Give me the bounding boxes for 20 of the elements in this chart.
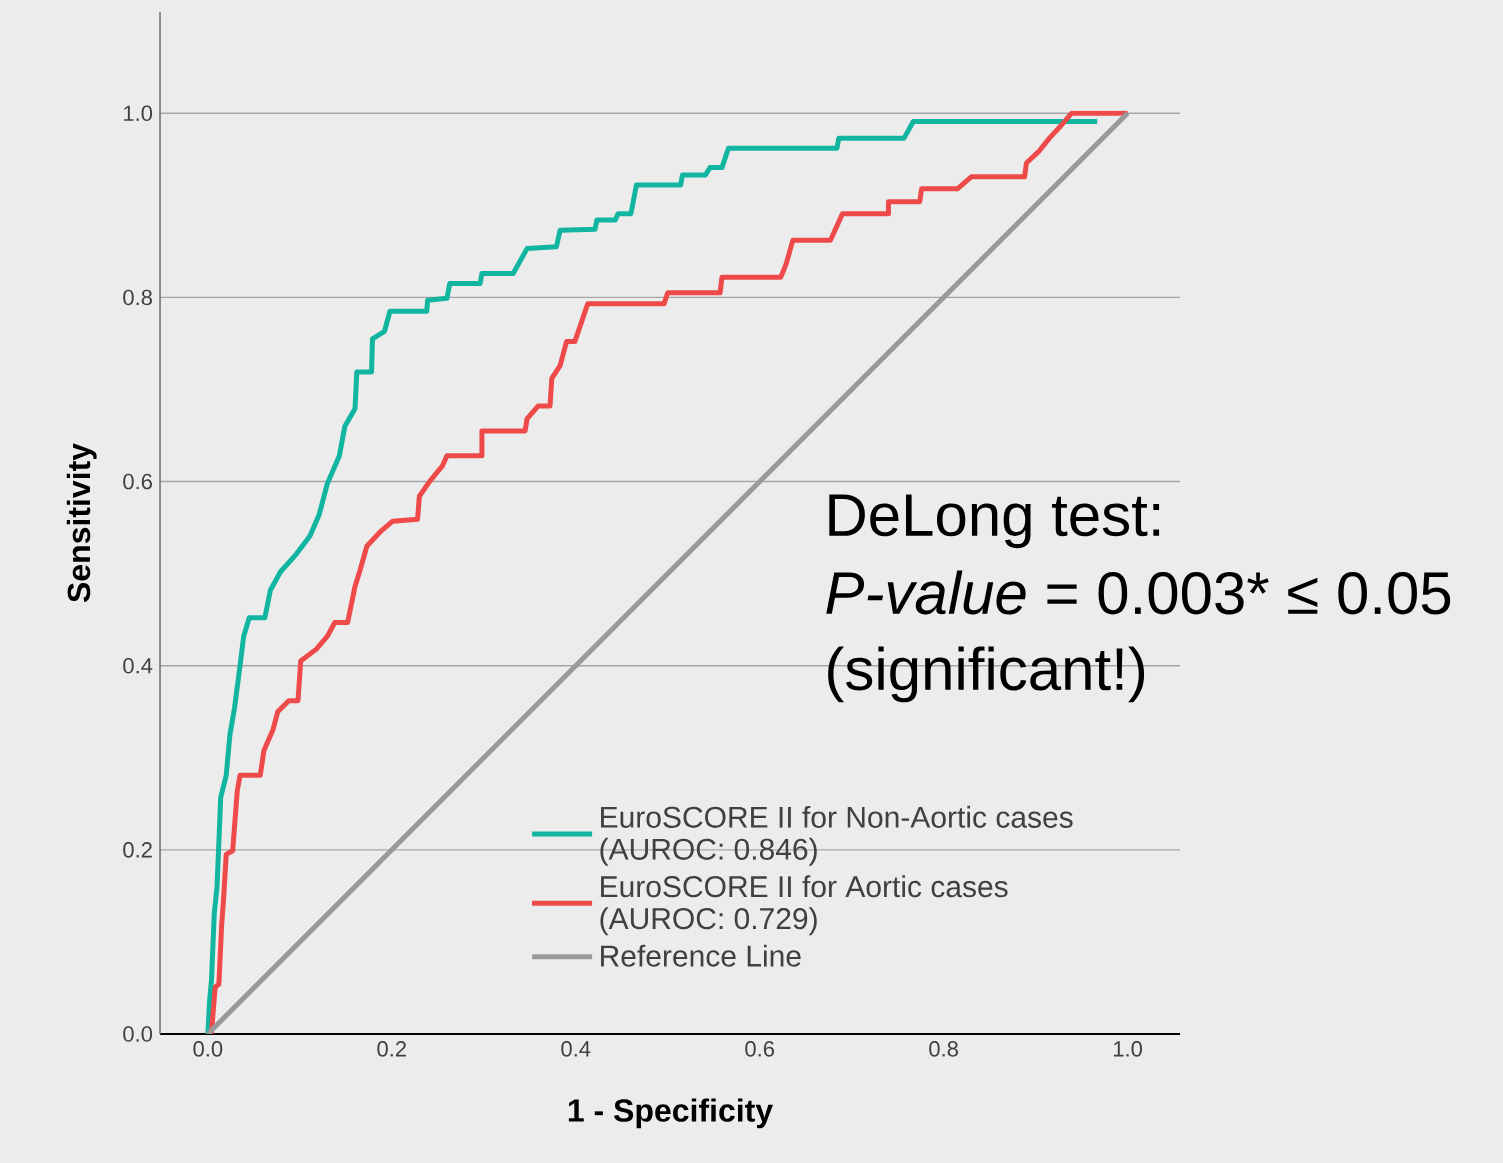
x-tick-label: 0.4	[561, 1041, 591, 1057]
y-tick-label: 0.6	[123, 473, 152, 490]
legend-label: Reference Line	[601, 944, 801, 967]
x-tick-label: 1.0	[1113, 1041, 1142, 1057]
annotation: P-value = 0.003* ≤ 0.05	[826, 570, 1451, 615]
annotation: DeLong test:	[829, 494, 1160, 549]
x-tick-label: 0.0	[193, 1041, 223, 1057]
annotation: (significant!)	[828, 646, 1145, 703]
y-tick-label: 0.2	[123, 842, 152, 858]
x-axis-title: 1 - Specificity	[568, 1098, 773, 1129]
y-tick-label: 1.0	[124, 105, 153, 122]
legend-label: EuroSCORE II for Aortic cases (AUROC: 0.729)	[600, 875, 1008, 936]
y-tick-label: 0.0	[123, 1026, 153, 1042]
y-tick-label: 0.8	[123, 289, 152, 306]
x-tick-label: 0.6	[745, 1041, 774, 1057]
y-axis-title: Sensitivity	[66, 443, 97, 603]
x-tick-label: 0.2	[377, 1041, 406, 1057]
legend-label: EuroSCORE II for Non-Aortic cases (AUROC: 0.846)	[600, 805, 1073, 866]
x-tick-label: 0.8	[929, 1041, 958, 1057]
y-tick-label: 0.4	[123, 657, 153, 674]
